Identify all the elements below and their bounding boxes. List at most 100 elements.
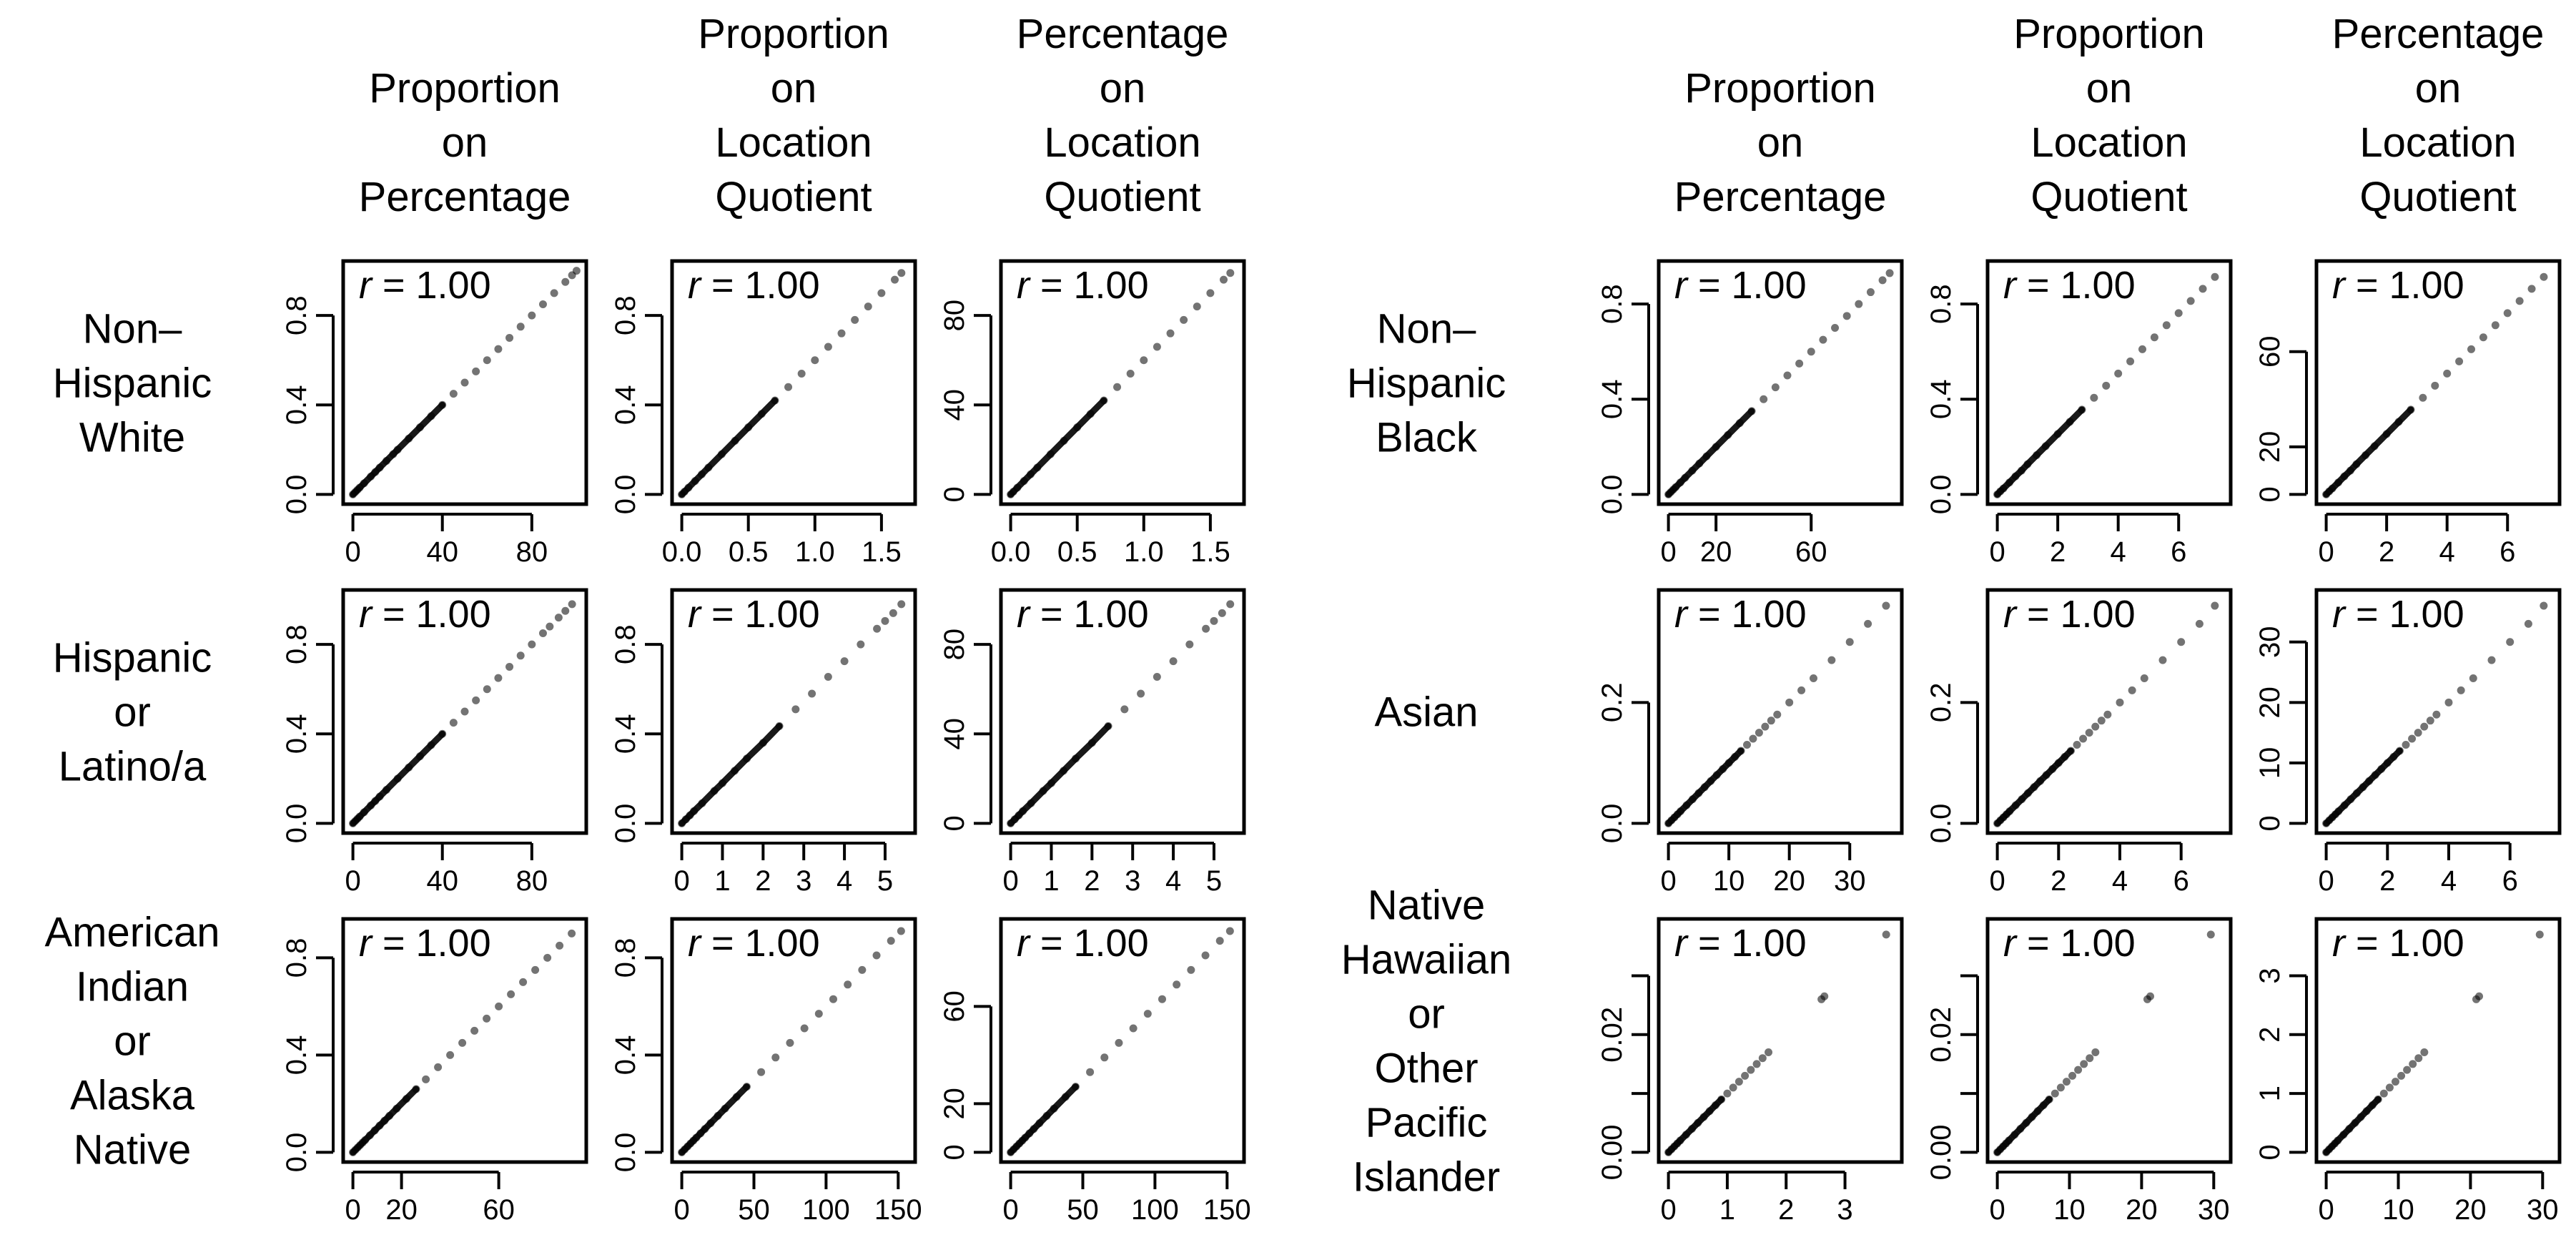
- x-tick-label: 20: [385, 1194, 418, 1226]
- y-tick-label: 0.4: [281, 1035, 312, 1076]
- data-points: [1993, 272, 2219, 498]
- correlation-label: r = 1.00: [1017, 593, 1149, 636]
- column-title-line: Percentage: [1017, 11, 1229, 57]
- column-title-right-0: Proportion on Percentage: [1674, 65, 1887, 220]
- dense-point-cluster: [350, 1086, 420, 1156]
- data-point: [2138, 345, 2146, 353]
- column-title-line: Quotient: [1044, 174, 1200, 220]
- data-point: [1819, 335, 1827, 344]
- data-point: [528, 640, 536, 649]
- data-point: [1220, 275, 1228, 284]
- data-point: [1785, 698, 1794, 707]
- data-point: [1185, 640, 1194, 649]
- scatter-panel-left-r1-c1: r = 1.00 0 1 2 3 4 5 0.0 0.4 0.8: [610, 588, 917, 897]
- correlation-label: r = 1.00: [2332, 593, 2464, 636]
- data-point: [1795, 359, 1804, 368]
- data-point: [2420, 722, 2429, 731]
- data-point: [2116, 698, 2124, 707]
- data-point: [2409, 1060, 2417, 1068]
- column-title-left-1: Proportion on Location Quotient: [698, 11, 889, 220]
- column-title-line: Quotient: [715, 174, 872, 220]
- x-axis: 0 20 60: [1660, 513, 1827, 568]
- scatter-panel-right-r0-c0: r = 1.00 0 20 60 0.0 0.4 0.8: [1597, 259, 1904, 568]
- data-point: [1158, 995, 1166, 1003]
- x-tick-label: 4: [2111, 536, 2126, 568]
- y-axis: 0.0 0.4 0.8: [610, 624, 663, 843]
- data-points: [1007, 600, 1235, 827]
- data-point: [460, 378, 469, 387]
- data-point: [1842, 312, 1851, 320]
- data-point: [2540, 601, 2548, 610]
- y-tick-label: 0: [939, 815, 970, 831]
- data-point: [2391, 1078, 2399, 1086]
- data-point: [2146, 992, 2155, 1000]
- data-point: [516, 323, 525, 331]
- data-point: [2140, 674, 2148, 683]
- x-tick-label: 0: [2318, 536, 2334, 568]
- row-label-text: Asian: [1374, 689, 1478, 735]
- data-point: [2128, 686, 2136, 694]
- y-tick-label: 20: [939, 1088, 970, 1120]
- x-tick-label: 2: [1084, 865, 1100, 897]
- dense-point-cluster: [2323, 1096, 2382, 1156]
- data-point: [568, 600, 576, 609]
- x-tick-label: 0: [673, 1194, 689, 1226]
- y-tick-label: 0.4: [281, 714, 312, 754]
- data-point: [1226, 269, 1235, 277]
- data-point: [1755, 729, 1763, 737]
- x-tick-label: 0.5: [1057, 536, 1097, 568]
- data-point: [538, 300, 547, 309]
- x-tick-label: 0.0: [662, 536, 702, 568]
- x-axis: 0 2 4 6: [1989, 842, 2189, 897]
- y-tick-label: 80: [939, 300, 970, 332]
- x-tick-label: 4: [2439, 536, 2455, 568]
- column-title-line: Proportion: [2013, 11, 2205, 57]
- data-point: [1767, 717, 1775, 725]
- data-point: [786, 1038, 794, 1047]
- data-point: [844, 980, 852, 989]
- data-point: [1723, 1089, 1732, 1098]
- data-point: [824, 343, 832, 351]
- data-point: [1215, 937, 1224, 945]
- y-tick-label: 80: [939, 629, 970, 661]
- data-point: [2086, 1054, 2094, 1063]
- column-title-line: Location: [2359, 119, 2516, 166]
- data-point: [483, 1014, 491, 1023]
- x-tick-label: 30: [2527, 1194, 2559, 1226]
- x-tick-label: 5: [1206, 865, 1222, 897]
- column-title-line: Location: [715, 119, 872, 166]
- x-tick-label: 0: [1002, 1194, 1018, 1226]
- row-label-right-0: Non– Hispanic Black: [1347, 305, 1506, 461]
- data-point: [797, 369, 806, 378]
- x-tick-label: 40: [426, 865, 458, 897]
- data-point: [1820, 992, 1829, 1000]
- column-title-line: on: [1757, 119, 1804, 166]
- data-points: [678, 269, 906, 498]
- column-title-left-0: Proportion on Percentage: [359, 65, 571, 220]
- data-point: [446, 1050, 455, 1059]
- correlation-label: r = 1.00: [2003, 264, 2136, 307]
- data-points: [349, 267, 581, 498]
- y-tick-label: 0.8: [610, 624, 641, 664]
- data-point: [1878, 276, 1887, 285]
- data-point: [851, 315, 859, 324]
- column-title-right-2: Percentage on Location Quotient: [2332, 11, 2545, 220]
- column-title-line: on: [1100, 65, 1146, 112]
- data-point: [2074, 1066, 2083, 1074]
- data-point: [2186, 297, 2195, 305]
- row-label-right-2: Native Hawaiian or Other Pacific Islander: [1341, 882, 1512, 1200]
- data-point: [814, 1010, 823, 1018]
- x-tick-label: 2: [2379, 536, 2394, 568]
- x-tick-label: 50: [1067, 1194, 1099, 1226]
- y-tick-label: 0.8: [610, 938, 641, 978]
- data-point: [550, 289, 558, 297]
- data-point: [2379, 1089, 2388, 1098]
- data-point: [1115, 1038, 1123, 1047]
- x-tick-label: 2: [2051, 865, 2066, 897]
- data-point: [1866, 288, 1875, 297]
- x-axis: 0.0 0.5 1.0 1.5: [662, 513, 902, 568]
- data-point: [2051, 1089, 2059, 1098]
- y-axis: 0.0 0.4 0.8: [281, 295, 335, 514]
- x-tick-label: 2: [755, 865, 771, 897]
- y-tick-label: 60: [2254, 335, 2286, 368]
